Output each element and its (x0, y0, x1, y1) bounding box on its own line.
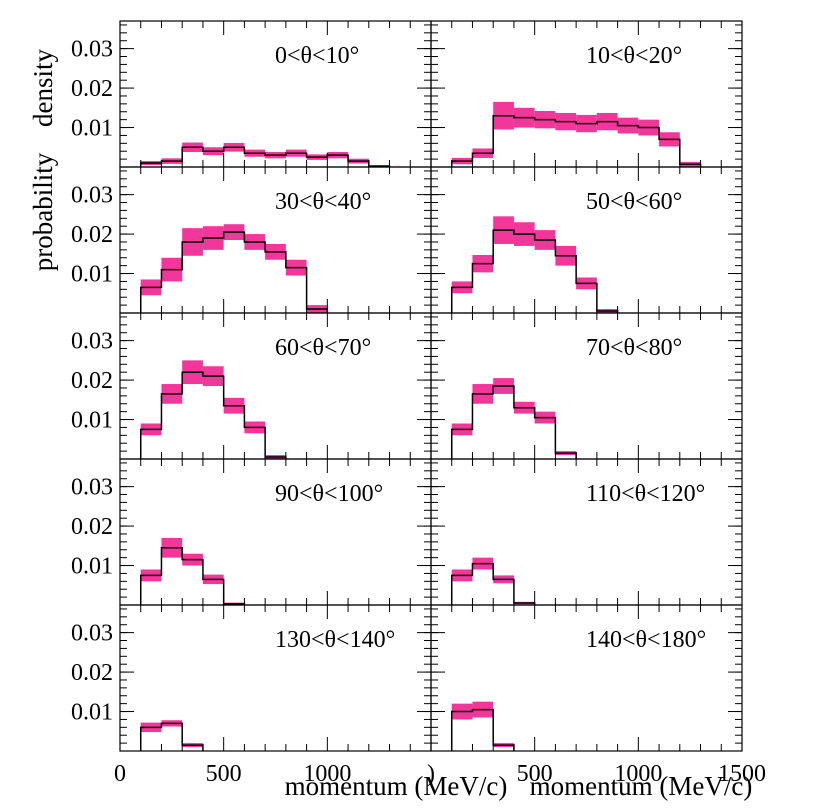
panel: 110<θ<120° (430, 458, 743, 606)
panel-title: 60<θ<70° (275, 335, 371, 361)
y-tick-label: 0.01 (71, 554, 113, 580)
y-tick-label: 0.03 (71, 37, 113, 63)
y-tick-label: 0.01 (71, 116, 113, 142)
panel: 50<θ<60° (430, 166, 743, 314)
histogram-step (450, 708, 515, 751)
histogram-step (450, 385, 577, 459)
histogram-step (450, 114, 702, 167)
x-tick-label: 1500 (718, 761, 766, 787)
x-tick-label: 0 (114, 761, 126, 787)
y-axis-title: probability density (28, 49, 58, 272)
y-tick-label: 0.02 (71, 76, 113, 102)
histogram-step (139, 371, 287, 459)
panel: 0.01 0.02 0.03 60<θ<70° (71, 312, 432, 460)
panel: 0.01 0.02 0.03 130<θ<140° 0 500 1000 (71, 604, 432, 787)
y-tick-label: 0.02 (71, 368, 113, 394)
y-tick-label: 0.02 (71, 222, 113, 248)
histogram-step (139, 547, 246, 605)
x-axis-title-right: momentum (MeV/c) (530, 771, 753, 801)
y-tick-label: 0.03 (71, 621, 113, 647)
x-tick-label: 500 (206, 761, 242, 787)
panel-title: 10<θ<20° (586, 43, 682, 69)
x-tick-label: 1000 (303, 761, 351, 787)
panel-grid: 0.01 0.02 0.03 0<θ<10° 10<θ<20° 0.01 0.02 0.03 3… (71, 20, 766, 787)
panel-title: 130<θ<140° (275, 627, 395, 653)
panel-title: 50<θ<60° (586, 189, 682, 215)
histogram-step (139, 231, 329, 313)
y-tick-label: 0.01 (71, 262, 113, 288)
y-tick-label: 0.03 (71, 329, 113, 355)
panel: 0.01 0.02 0.03 90<θ<100° (71, 458, 432, 606)
y-axis-title-line-1: probability (28, 152, 58, 271)
panel: 70<θ<80° (430, 312, 743, 460)
panel: 140<θ<180°) 500 1000 1500 (427, 604, 766, 787)
y-tick-label: 0.03 (71, 183, 113, 209)
panel-title: 110<θ<120° (586, 481, 705, 507)
y-axis-title-line-2: density (28, 49, 58, 127)
panel-title: 140<θ<180° (586, 627, 706, 653)
x-axis-title-left: momentum (MeV/c) (285, 771, 508, 801)
panel-title: 0<θ<10° (275, 43, 359, 69)
y-tick-label: 0.02 (71, 660, 113, 686)
panel-title: 30<θ<40° (275, 189, 371, 215)
panel: 0.01 0.02 0.03 0<θ<10° (71, 20, 432, 168)
panel-frame (430, 604, 743, 752)
y-tick-label: 0.02 (71, 514, 113, 540)
x-tick-label: 1000 (614, 761, 662, 787)
panel: 0.01 0.02 0.03 30<θ<40° (71, 166, 432, 314)
panel-title: 90<θ<100° (275, 481, 383, 507)
y-tick-label: 0.01 (71, 700, 113, 726)
histogram-step (139, 722, 204, 751)
panel: 10<θ<20° (430, 20, 743, 168)
x-tick-label: ) (427, 761, 435, 787)
panel-title: 70<θ<80° (586, 335, 682, 361)
histogram-step (450, 229, 619, 313)
y-tick-label: 0.01 (71, 408, 113, 434)
histogram-step (450, 562, 536, 605)
y-tick-label: 0.03 (71, 475, 113, 501)
x-tick-label: 500 (517, 761, 553, 787)
